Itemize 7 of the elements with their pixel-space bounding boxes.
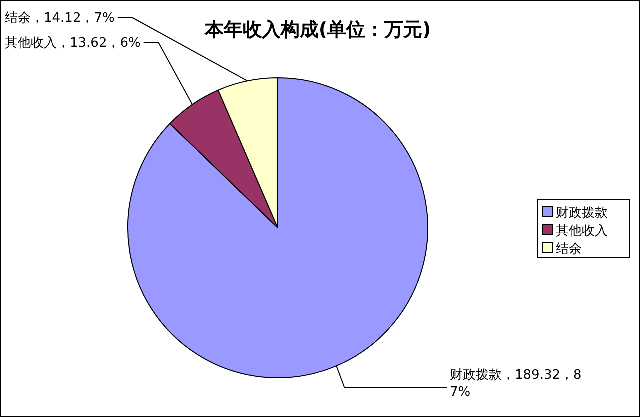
data-label: 财政拨款，189.32，87% xyxy=(450,368,582,400)
legend-label: 结余 xyxy=(556,242,582,257)
data-label: 其他收入，13.62，6% xyxy=(5,36,141,51)
data-label: 结余，14.12，7% xyxy=(5,11,115,26)
legend-label: 财政拨款 xyxy=(556,206,608,221)
chart-title: 本年收入构成(单位：万元) xyxy=(204,19,432,41)
legend-label: 其他收入 xyxy=(556,224,608,239)
